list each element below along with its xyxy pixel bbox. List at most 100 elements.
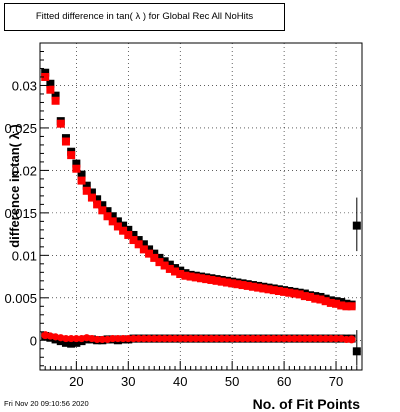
y-tick-label: 0.015 bbox=[4, 206, 37, 221]
series-4-point bbox=[311, 334, 319, 343]
series-3-point bbox=[233, 280, 242, 289]
series-3-point bbox=[254, 283, 263, 292]
series-4-point bbox=[150, 334, 158, 343]
series-4-point bbox=[202, 334, 210, 343]
axes: 20 30 40 50 60 70 0 0.005 0.01 0.015 0.02 0.025 0.03 bbox=[4, 50, 358, 389]
series-4-point bbox=[218, 334, 226, 343]
series-4-point bbox=[129, 334, 138, 343]
series-4-point bbox=[192, 334, 200, 343]
series-4-point bbox=[161, 334, 169, 343]
series-1-point bbox=[72, 159, 81, 168]
series-3-point bbox=[145, 249, 154, 258]
series-4-point bbox=[233, 334, 241, 343]
series-3-point bbox=[212, 276, 221, 285]
y-tick-label: 0.025 bbox=[4, 121, 37, 136]
series-3-point bbox=[103, 212, 112, 221]
series-4-point bbox=[259, 334, 267, 343]
series-1-point bbox=[150, 249, 159, 258]
x-tick-label: 50 bbox=[225, 374, 239, 389]
x-tick-label: 70 bbox=[329, 374, 343, 389]
series-3-point bbox=[337, 301, 346, 310]
series-3-point bbox=[300, 292, 309, 301]
x-tick-label: 40 bbox=[173, 374, 187, 389]
series-3-point bbox=[186, 272, 195, 281]
series-4-point bbox=[207, 334, 215, 343]
series-3-point bbox=[41, 72, 50, 81]
series-3-point bbox=[171, 267, 180, 276]
series-4-point bbox=[306, 334, 314, 343]
series-3-point bbox=[197, 274, 205, 283]
series-4-point bbox=[171, 334, 179, 343]
series-1-point bbox=[41, 68, 50, 77]
series-1-point bbox=[145, 245, 154, 254]
series-1-point bbox=[139, 240, 148, 249]
y-tick-label: 0.03 bbox=[12, 78, 37, 93]
series-4-point bbox=[270, 334, 278, 343]
series-4-point bbox=[72, 334, 80, 343]
series-3-point bbox=[129, 236, 138, 245]
series-3-point bbox=[306, 292, 315, 301]
plot-frame bbox=[39, 42, 363, 371]
series-1-point bbox=[352, 221, 361, 230]
series-3-point bbox=[119, 226, 128, 235]
series-3-point bbox=[207, 275, 216, 284]
series-1-point bbox=[129, 230, 138, 239]
y-tick-label: 0.01 bbox=[12, 248, 37, 263]
series-3-point bbox=[56, 119, 65, 128]
series-3-point bbox=[321, 297, 330, 306]
series-3-point bbox=[228, 279, 237, 288]
series-3-point bbox=[259, 284, 268, 293]
series-1-point bbox=[93, 195, 102, 204]
series-3-point bbox=[248, 282, 257, 291]
series-1-point bbox=[103, 207, 112, 216]
series-4-point bbox=[212, 334, 221, 343]
series-3-point bbox=[347, 302, 356, 311]
series-4-point bbox=[316, 334, 325, 343]
series-4-point bbox=[62, 334, 70, 343]
series-3-point bbox=[280, 287, 289, 296]
series-3-point bbox=[93, 200, 102, 209]
x-tick-label: 60 bbox=[277, 374, 291, 389]
series-4-point bbox=[124, 334, 132, 343]
series-4-point bbox=[109, 334, 117, 343]
x-tick-label: 20 bbox=[69, 374, 83, 389]
series-4-point bbox=[98, 335, 106, 344]
series-3-point bbox=[264, 285, 273, 294]
series-1-point bbox=[87, 188, 96, 197]
series-3-point bbox=[290, 289, 299, 298]
series-4-point bbox=[197, 334, 205, 343]
timestamp: Fri Nov 20 09:10:56 2020 bbox=[4, 399, 89, 408]
series-3-point bbox=[342, 302, 351, 311]
series-3-point bbox=[243, 281, 252, 290]
series-3-point bbox=[139, 245, 148, 254]
series-4-point bbox=[114, 334, 122, 343]
series-4-point bbox=[264, 334, 273, 343]
series-3-point bbox=[311, 294, 320, 303]
series-3-point bbox=[285, 288, 294, 297]
series-1-point bbox=[108, 212, 117, 221]
series-4-point bbox=[145, 334, 153, 343]
series-4-point bbox=[135, 334, 143, 343]
series-3-point bbox=[113, 222, 122, 231]
series-3-point bbox=[238, 281, 247, 290]
series-1-point bbox=[98, 201, 107, 210]
series-3-point bbox=[46, 85, 55, 94]
series-3-point bbox=[108, 217, 117, 226]
series-3-point bbox=[150, 253, 159, 262]
series-3-point bbox=[124, 230, 133, 239]
series-3-point bbox=[326, 298, 335, 307]
series-4-point bbox=[347, 335, 356, 344]
series-2-point bbox=[72, 338, 81, 347]
y-tick-label: 0.005 bbox=[4, 291, 37, 306]
series-4-point bbox=[238, 334, 247, 343]
grid-lines bbox=[40, 43, 362, 370]
series-3-point bbox=[191, 273, 200, 282]
chart-title: Fitted difference in tan( λ ) for Global… bbox=[4, 3, 285, 31]
series-1-point bbox=[119, 221, 128, 230]
series-4-point bbox=[140, 334, 148, 343]
series-4-point bbox=[93, 335, 101, 344]
series-4-point bbox=[223, 334, 231, 343]
series-4-point bbox=[275, 334, 283, 343]
series-4-point bbox=[254, 334, 262, 343]
